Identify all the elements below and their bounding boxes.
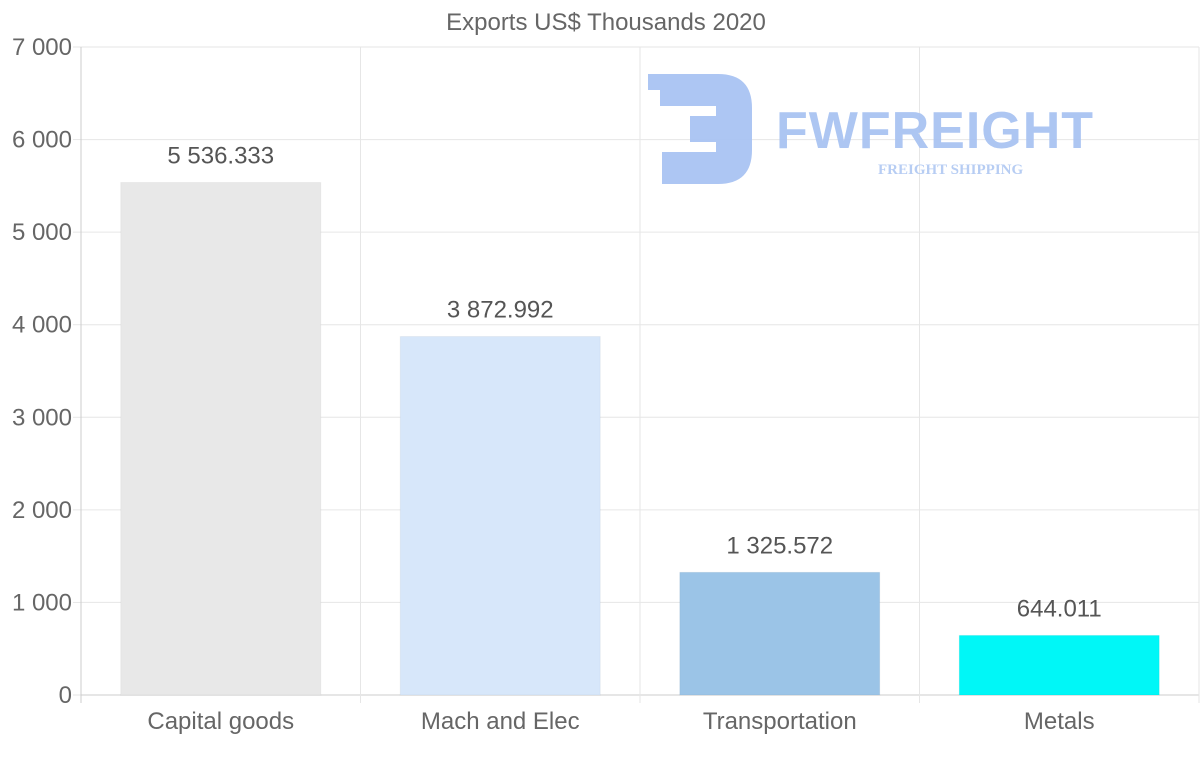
y-tick-label: 3 000 — [12, 404, 72, 431]
y-tick-label: 7 000 — [12, 34, 72, 61]
y-tick-label: 2 000 — [12, 497, 72, 524]
bar-transportation[interactable] — [679, 571, 881, 696]
bar-metals[interactable] — [958, 634, 1160, 696]
y-tick-label: 5 000 — [12, 219, 72, 246]
data-label: 5 536.333 — [167, 142, 274, 169]
y-axis-ticks: 0 1 000 2 000 3 000 4 000 5 000 6 000 7 000 — [12, 34, 72, 709]
bars — [120, 181, 1160, 696]
data-label: 644.011 — [1017, 595, 1102, 622]
y-tick-label: 4 000 — [12, 312, 72, 339]
x-tick-label: Metals — [1024, 708, 1095, 735]
data-labels: 5 536.333 3 872.992 1 325.572 644.011 — [167, 142, 1101, 622]
watermark-logo: FWFREIGHT FREIGHT SHIPPING — [648, 74, 1094, 184]
watermark-tagline: FREIGHT SHIPPING — [878, 162, 1023, 178]
bar-mach-and-elec[interactable] — [399, 335, 601, 696]
y-tick-label: 6 000 — [12, 127, 72, 154]
fw-logo-icon — [648, 74, 752, 184]
watermark-brand: FWFREIGHT — [776, 102, 1094, 160]
data-label: 3 872.992 — [447, 296, 554, 323]
x-tick-label: Transportation — [703, 708, 857, 735]
x-axis-ticks: Capital goods Mach and Elec Transportation… — [147, 708, 1094, 735]
x-tick-label: Capital goods — [147, 708, 294, 735]
x-tick-label: Mach and Elec — [421, 708, 580, 735]
bar-capital-goods[interactable] — [120, 181, 322, 696]
y-tick-label: 1 000 — [12, 589, 72, 616]
chart-title: Exports US$ Thousands 2020 — [446, 9, 766, 36]
data-label: 1 325.572 — [726, 532, 833, 559]
y-tick-label: 0 — [59, 682, 72, 709]
